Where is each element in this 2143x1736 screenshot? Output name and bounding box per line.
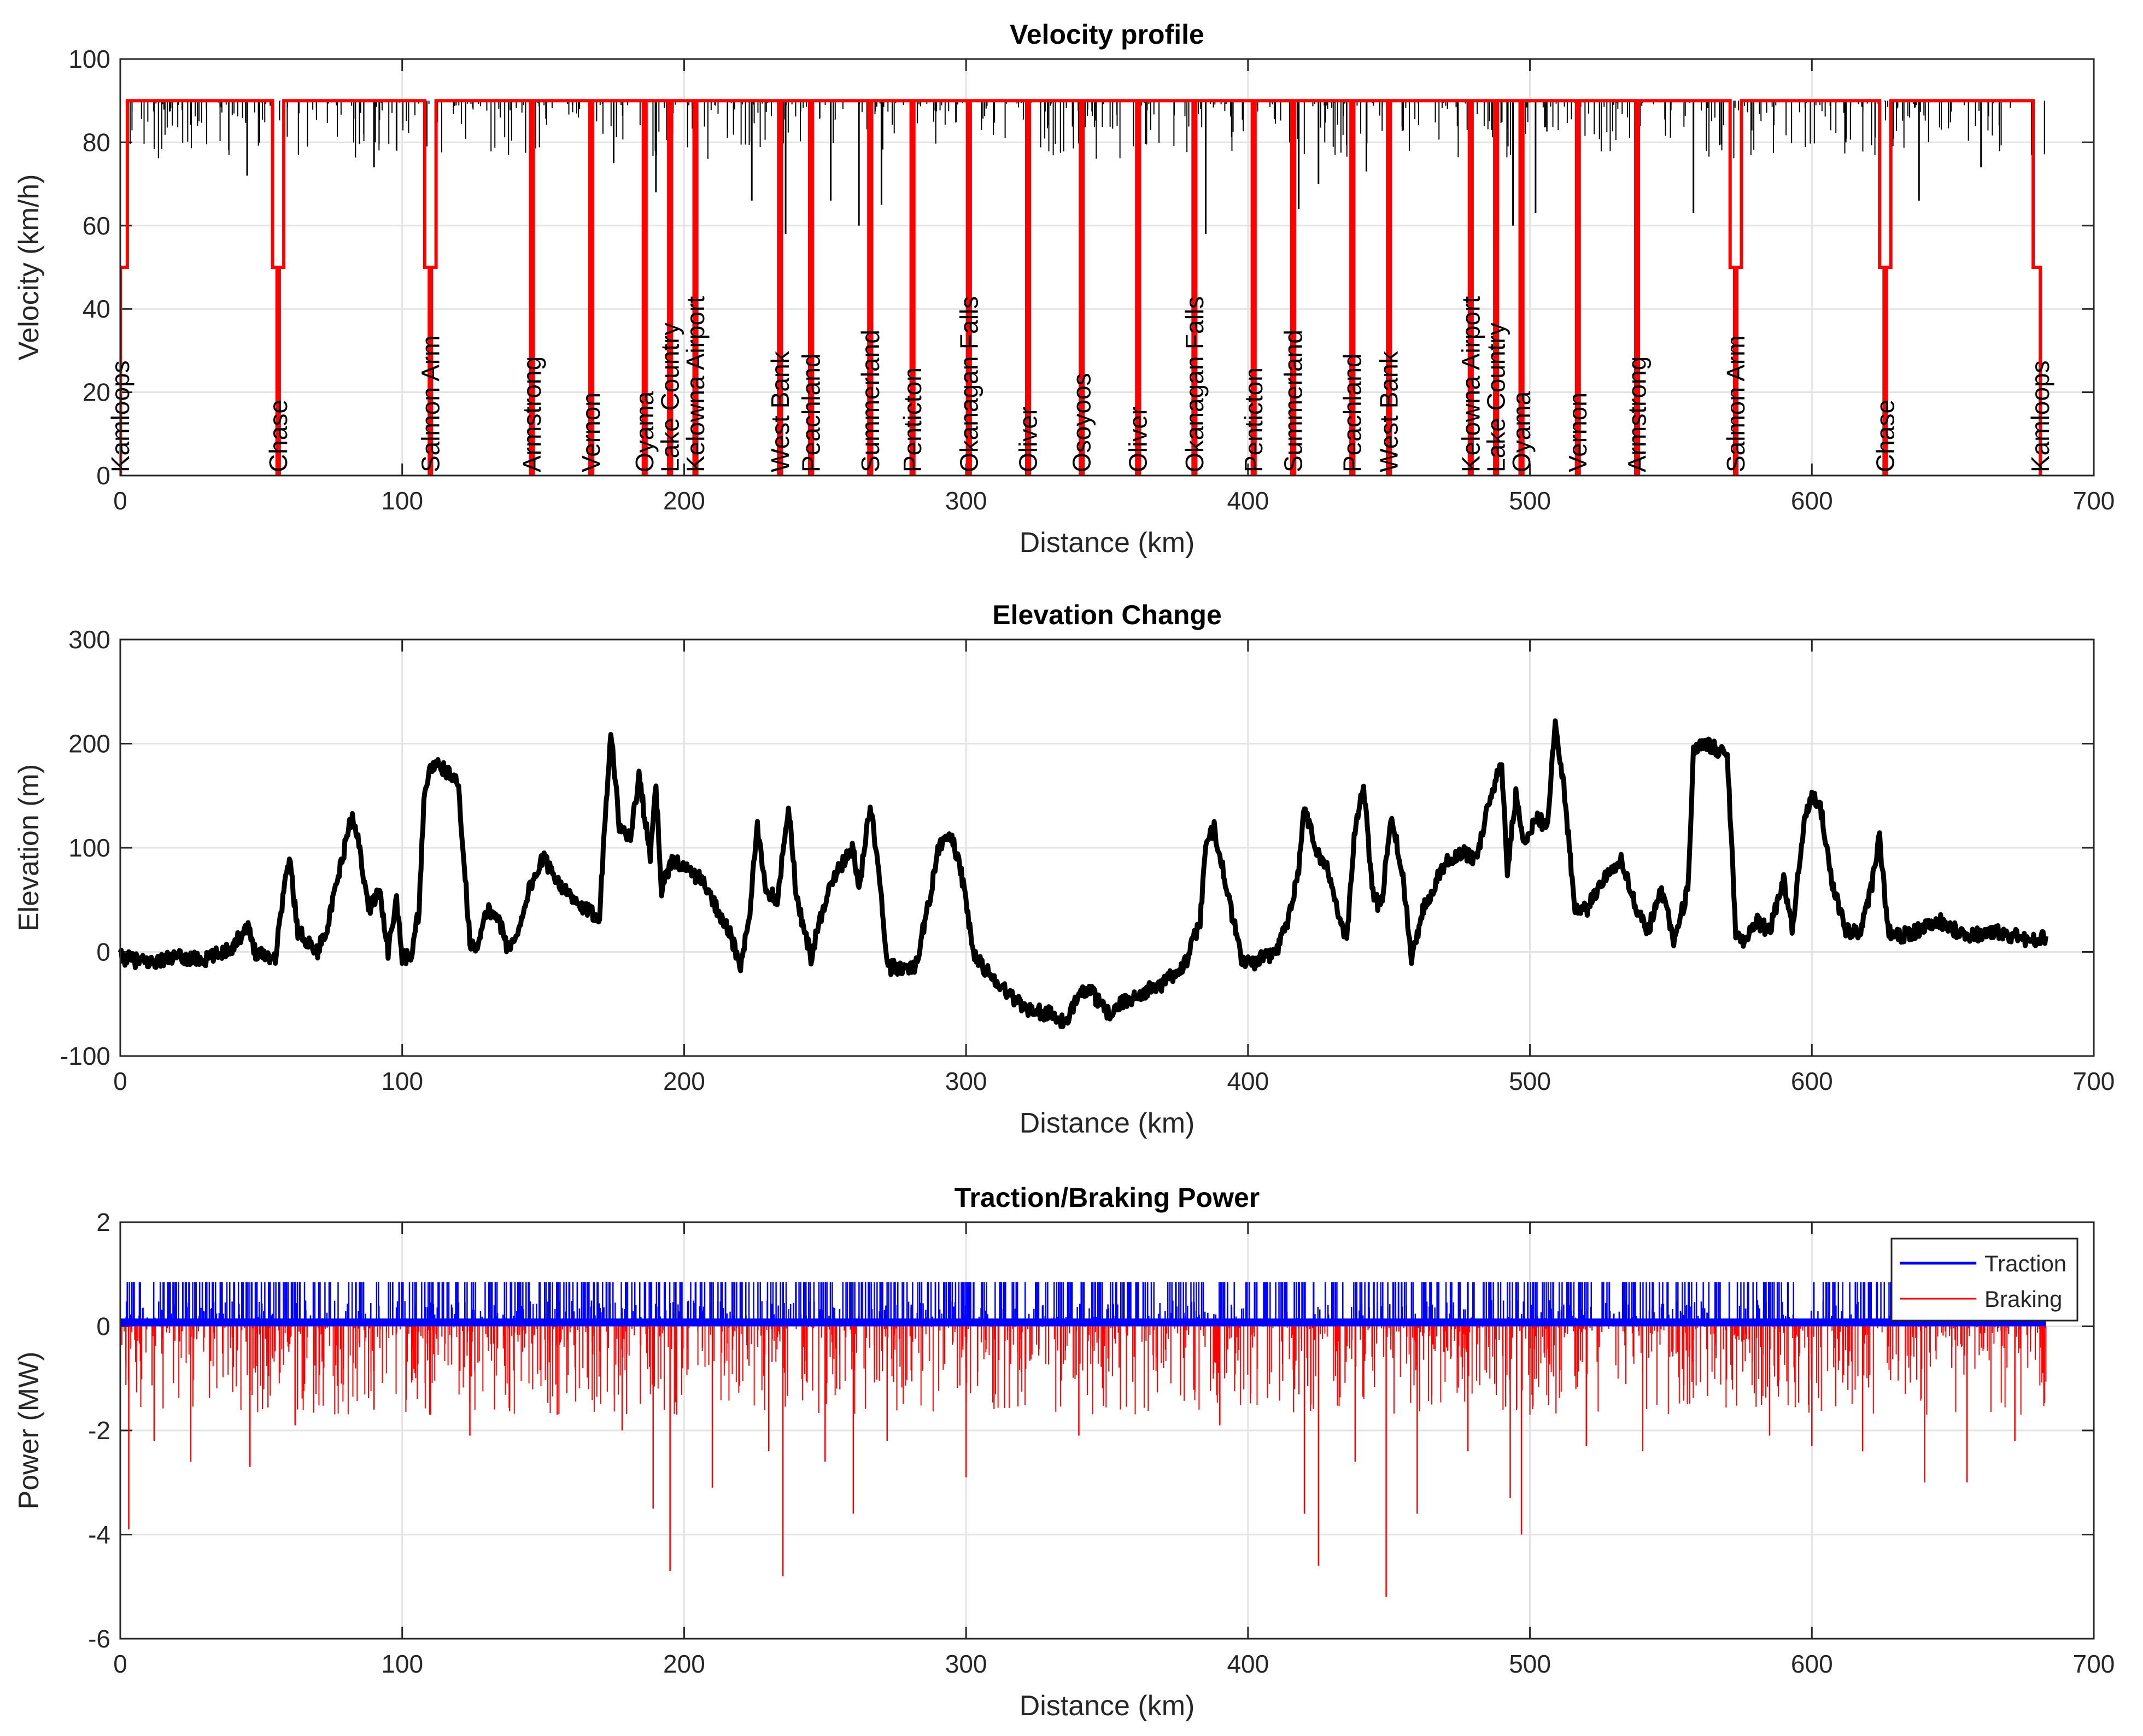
- y-tick-label: 200: [68, 730, 110, 758]
- station-label: Okanagan Falls: [955, 296, 983, 472]
- station-label: Oyama: [1507, 391, 1536, 472]
- x-tick-label: 500: [1509, 486, 1551, 515]
- elevation-line: [118, 718, 2048, 1029]
- y-tick-label: 100: [68, 834, 110, 862]
- x-tick-label: 300: [945, 486, 987, 515]
- station-label: Vernon: [1564, 392, 1592, 472]
- x-tick-label: 700: [2073, 1067, 2115, 1095]
- x-tick-label: 0: [113, 486, 127, 515]
- y-tick-label: -6: [88, 1624, 110, 1653]
- y-tick-label: 80: [83, 128, 110, 156]
- station-label: Armstrong: [1623, 356, 1652, 472]
- x-tick-label: 0: [113, 1067, 127, 1095]
- axes-box: [119, 58, 2095, 477]
- station-label: Osoyoos: [1068, 373, 1096, 472]
- x-axis-label: Distance (km): [1020, 527, 1195, 559]
- legend: Traction Braking: [1890, 1238, 2078, 1322]
- traction-series: [120, 1282, 2046, 1327]
- x-axis-label: Distance (km): [1020, 1107, 1195, 1139]
- x-tick-label: 600: [1791, 1650, 1833, 1678]
- x-tick-label: 500: [1509, 1067, 1551, 1095]
- station-label: Peachland: [797, 354, 825, 472]
- x-tick-label: 700: [2073, 486, 2115, 515]
- y-tick-label: 0: [96, 938, 110, 966]
- chart-title: Traction/Braking Power: [955, 1182, 1260, 1213]
- station-labels: Kamloops Chase Salmon Arm Armstrong Vernon Oy…: [106, 296, 2054, 472]
- chart-0-axes: 0 100 200 300 400 500 600 700 0 20 40 60 80 100 Veloci…: [13, 19, 2115, 559]
- station-label: Lake Country: [1482, 322, 1510, 472]
- actual-velocity-trace: [121, 101, 2045, 234]
- station-label: Penticton: [898, 367, 927, 472]
- y-axis-label: Power (MW): [13, 1352, 45, 1510]
- station-label: Salmon Arm: [1722, 335, 1750, 472]
- axes-box: [119, 638, 2095, 1057]
- station-label: Kelowna Airport: [681, 296, 710, 472]
- station-label: West Bank: [766, 350, 794, 472]
- x-tick-label: 0: [113, 1650, 127, 1678]
- y-tick-label: -2: [88, 1416, 110, 1445]
- braking-series: [121, 1326, 2047, 1597]
- y-tick-label: -4: [88, 1521, 110, 1549]
- station-label: Kelowna Airport: [1456, 296, 1485, 472]
- station-label: Armstrong: [518, 356, 546, 472]
- station-label: Summerland: [856, 330, 885, 472]
- y-tick-label: 60: [83, 212, 110, 240]
- x-tick-label: 500: [1509, 1650, 1551, 1678]
- x-tick-label: 200: [663, 1067, 705, 1095]
- x-tick-label: 200: [663, 486, 705, 515]
- x-tick-label: 600: [1791, 1067, 1833, 1095]
- station-label: Summerland: [1279, 330, 1307, 472]
- chart-title: Elevation Change: [992, 600, 1222, 630]
- station-label: Oyama: [630, 391, 659, 472]
- station-label: Okanagan Falls: [1180, 296, 1209, 472]
- station-label: Oliver: [1124, 407, 1152, 472]
- chart-title: Velocity profile: [1010, 19, 1204, 50]
- y-axis-label: Elevation (m): [13, 764, 45, 931]
- y-tick-label: 2: [96, 1208, 110, 1236]
- station-label: Lake Country: [656, 322, 684, 472]
- station-label: Kamloops: [2026, 360, 2054, 472]
- station-label: Penticton: [1239, 367, 1268, 472]
- x-tick-label: 100: [381, 1067, 423, 1095]
- x-tick-label: 100: [381, 1650, 423, 1678]
- y-tick-label: 0: [96, 461, 110, 490]
- x-tick-label: 100: [381, 486, 423, 515]
- y-tick-label: 20: [83, 378, 110, 407]
- y-tick-label: 100: [68, 45, 110, 73]
- x-tick-label: 400: [1227, 1650, 1269, 1678]
- x-tick-label: 200: [663, 1650, 705, 1678]
- station-label: Oliver: [1014, 407, 1043, 472]
- station-label: Chase: [1871, 400, 1899, 472]
- x-tick-label: 700: [2073, 1650, 2115, 1678]
- axes-box: [119, 1221, 2095, 1640]
- x-tick-label: 400: [1227, 486, 1269, 515]
- plot-area: [120, 59, 2094, 476]
- x-tick-label: 300: [945, 1650, 987, 1678]
- x-tick-label: 400: [1227, 1067, 1269, 1095]
- chart-1-axes: 0 100 200 300 400 500 600 700-1000100200300Elev…: [13, 600, 2115, 1139]
- station-label: Peachland: [1338, 354, 1367, 472]
- x-axis-label: Distance (km): [1020, 1690, 1195, 1722]
- y-tick-label: 0: [96, 1312, 110, 1341]
- station-label: Chase: [264, 400, 292, 472]
- legend-braking-label: Braking: [1984, 1286, 2062, 1312]
- station-label: Vernon: [577, 392, 605, 472]
- legend-traction-label: Traction: [1984, 1251, 2066, 1276]
- y-axis-label: Velocity (km/h): [13, 174, 45, 361]
- legend-box: [1890, 1238, 2078, 1322]
- x-tick-label: 600: [1791, 486, 1833, 515]
- station-label: West Bank: [1375, 350, 1403, 472]
- station-label: Salmon Arm: [416, 335, 444, 472]
- y-tick-label: 40: [83, 295, 110, 323]
- y-tick-label: 300: [68, 625, 110, 654]
- traction-base: [120, 1318, 2046, 1327]
- x-tick-label: 300: [945, 1067, 987, 1095]
- y-tick-label: -100: [60, 1042, 110, 1070]
